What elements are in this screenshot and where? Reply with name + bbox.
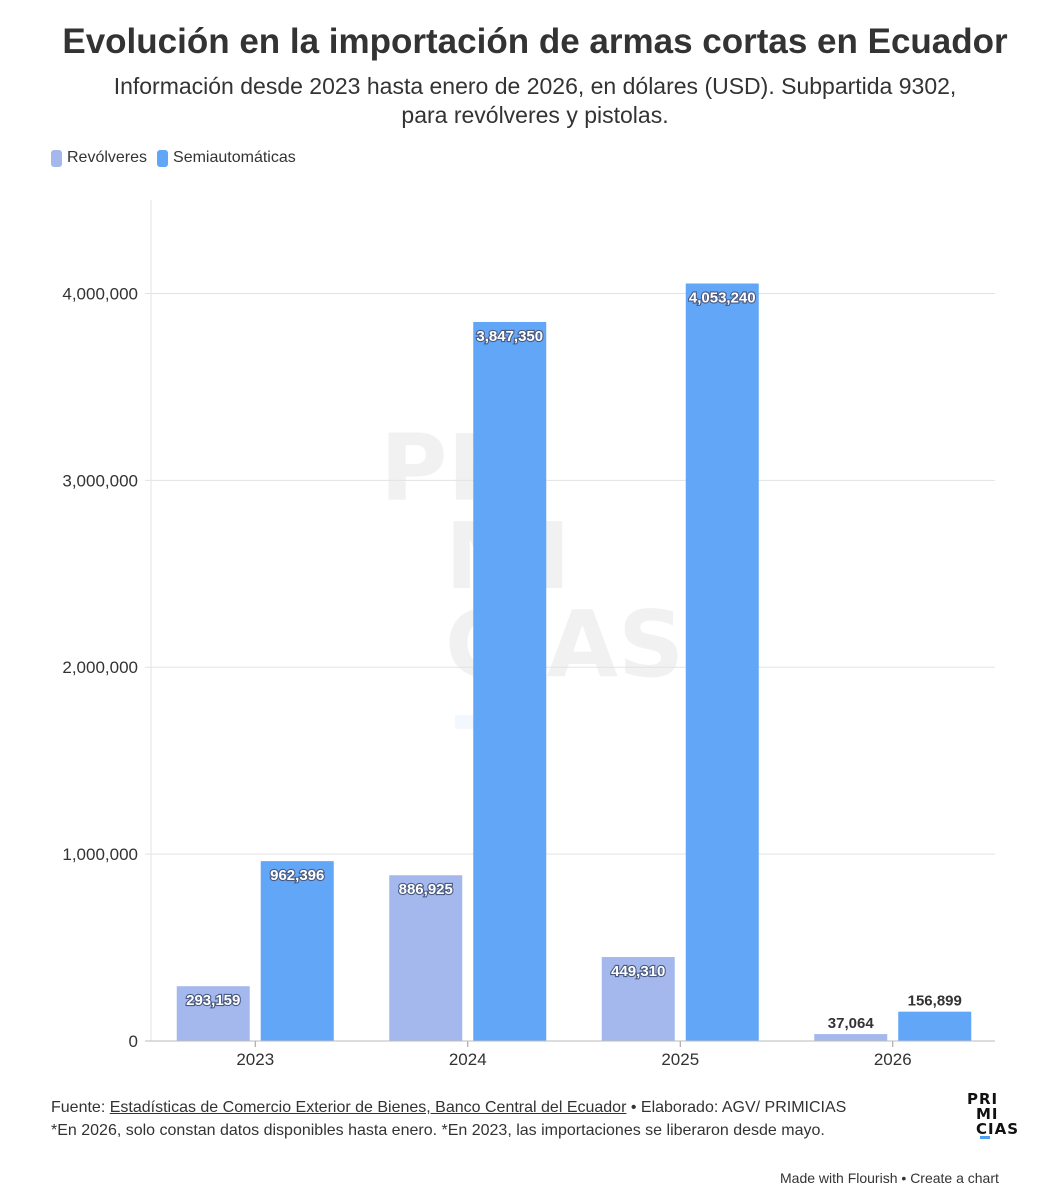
credits-separator: • [897,1170,911,1186]
y-tick-label: 2,000,000 [62,658,138,677]
data-label: 37,064 [828,1015,875,1032]
subtitle-line-1: Información desde 2023 hasta enero de 20… [113,73,957,99]
source-link[interactable]: Estadísticas de Comercio Exterior de Bie… [109,1099,627,1116]
legend-item-semiautomaticas[interactable]: Semiautomáticas [157,149,296,167]
data-label: 156,899 [908,993,962,1010]
y-tick-label: 4,000,000 [62,284,138,303]
y-tick-label: 0 [129,1032,138,1051]
logo-line-3: CIAS [976,1120,1020,1138]
source-line: Fuente: Estadísticas de Comercio Exterio… [51,1096,846,1119]
data-label: 962,396 [270,867,324,884]
bar [176,986,250,1041]
legend-label-revolveres: Revólveres [67,149,148,166]
chart-subtitle: Información desde 2023 hasta enero de 20… [40,72,1030,130]
bar [473,321,547,1041]
bar [601,957,675,1041]
footer-note: *En 2026, solo constan datos disponibles… [51,1122,825,1139]
flourish-credits: Made with Flourish • Create a chart [780,1170,999,1186]
footer: Fuente: Estadísticas de Comercio Exterio… [51,1096,846,1142]
x-tick-label: 2023 [236,1050,274,1069]
legend: Revólveres Semiautomáticas [51,149,306,167]
legend-item-revolveres[interactable]: Revólveres [51,149,147,167]
subtitle-line-2: para revólveres y pistolas. [401,102,669,128]
data-label: 4,053,240 [689,289,756,306]
y-tick-label: 3,000,000 [62,471,138,490]
data-label: 886,925 [399,881,453,898]
x-tick-label: 2025 [661,1050,699,1069]
bar [685,283,759,1041]
made-with-flourish-link[interactable]: Made with Flourish [780,1170,898,1186]
data-label: 3,847,350 [476,328,543,345]
bar [389,875,463,1041]
primicias-logo: PRI MI CIAS [967,1092,1019,1137]
chart-title: Evolución en la importación de armas cor… [62,22,1008,61]
legend-swatch-revolveres [51,149,62,167]
logo-accent-bar [980,1136,990,1139]
y-tick-label: 1,000,000 [62,845,138,864]
legend-label-semiautomaticas: Semiautomáticas [173,149,296,166]
data-label: 293,159 [186,992,240,1009]
bar [814,1034,888,1041]
logo-line-2: MI [976,1105,999,1123]
x-tick-label: 2024 [449,1050,487,1069]
x-tick-label: 2026 [874,1050,912,1069]
data-label: 449,310 [611,963,665,980]
create-chart-link[interactable]: Create a chart [910,1170,999,1186]
bar-chart: 0 1,000,000 2,000,000 3,000,000 4,000,000 293… [62,200,995,1069]
legend-swatch-semiautomaticas [157,149,169,167]
logo-line-1: PRI [967,1090,999,1108]
bar [260,861,334,1041]
bar [898,1011,972,1041]
source-prefix: Fuente: [51,1099,110,1116]
source-suffix: • Elaborado: AGV/ PRIMICIAS [626,1099,847,1116]
